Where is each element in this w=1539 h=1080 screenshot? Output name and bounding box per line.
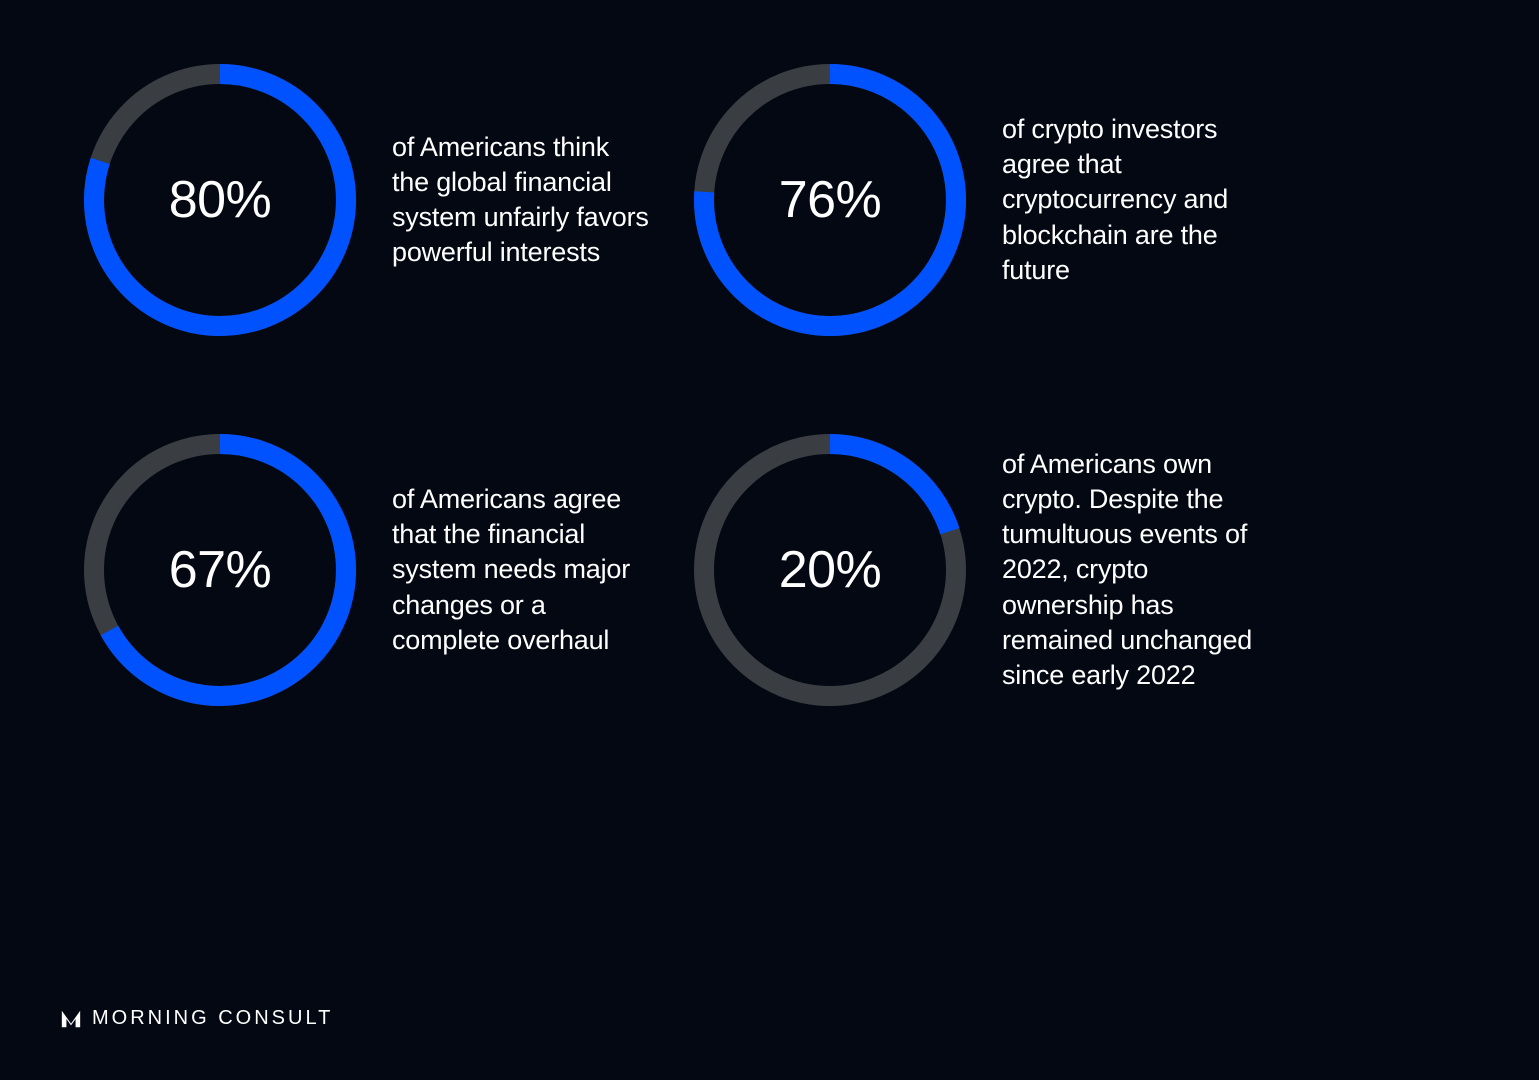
brand-mark-icon — [60, 1008, 82, 1030]
stat-item: 67% of Americans agree that the financia… — [80, 430, 650, 710]
donut-chart: 76% — [690, 60, 970, 340]
stat-description: of Americans own crypto. Despite the tum… — [1002, 447, 1260, 693]
donut-chart: 80% — [80, 60, 360, 340]
donut-pct-label: 80% — [80, 60, 360, 340]
stat-item: 80% of Americans think the global financ… — [80, 60, 650, 340]
stat-description: of crypto investors agree that cryptocur… — [1002, 112, 1260, 287]
stats-grid: 80% of Americans think the global financ… — [80, 60, 1260, 710]
donut-chart: 20% — [690, 430, 970, 710]
stat-item: 20% of Americans own crypto. Despite the… — [690, 430, 1260, 710]
brand-name: MORNING CONSULT — [92, 1007, 333, 1030]
stat-item: 76% of crypto investors agree that crypt… — [690, 60, 1260, 340]
stat-description: of Americans agree that the financial sy… — [392, 482, 650, 657]
donut-chart: 67% — [80, 430, 360, 710]
brand-logo: MORNING CONSULT — [60, 1007, 333, 1030]
stat-description: of Americans think the global financial … — [392, 130, 650, 270]
donut-pct-label: 20% — [690, 430, 970, 710]
donut-pct-label: 76% — [690, 60, 970, 340]
donut-pct-label: 67% — [80, 430, 360, 710]
